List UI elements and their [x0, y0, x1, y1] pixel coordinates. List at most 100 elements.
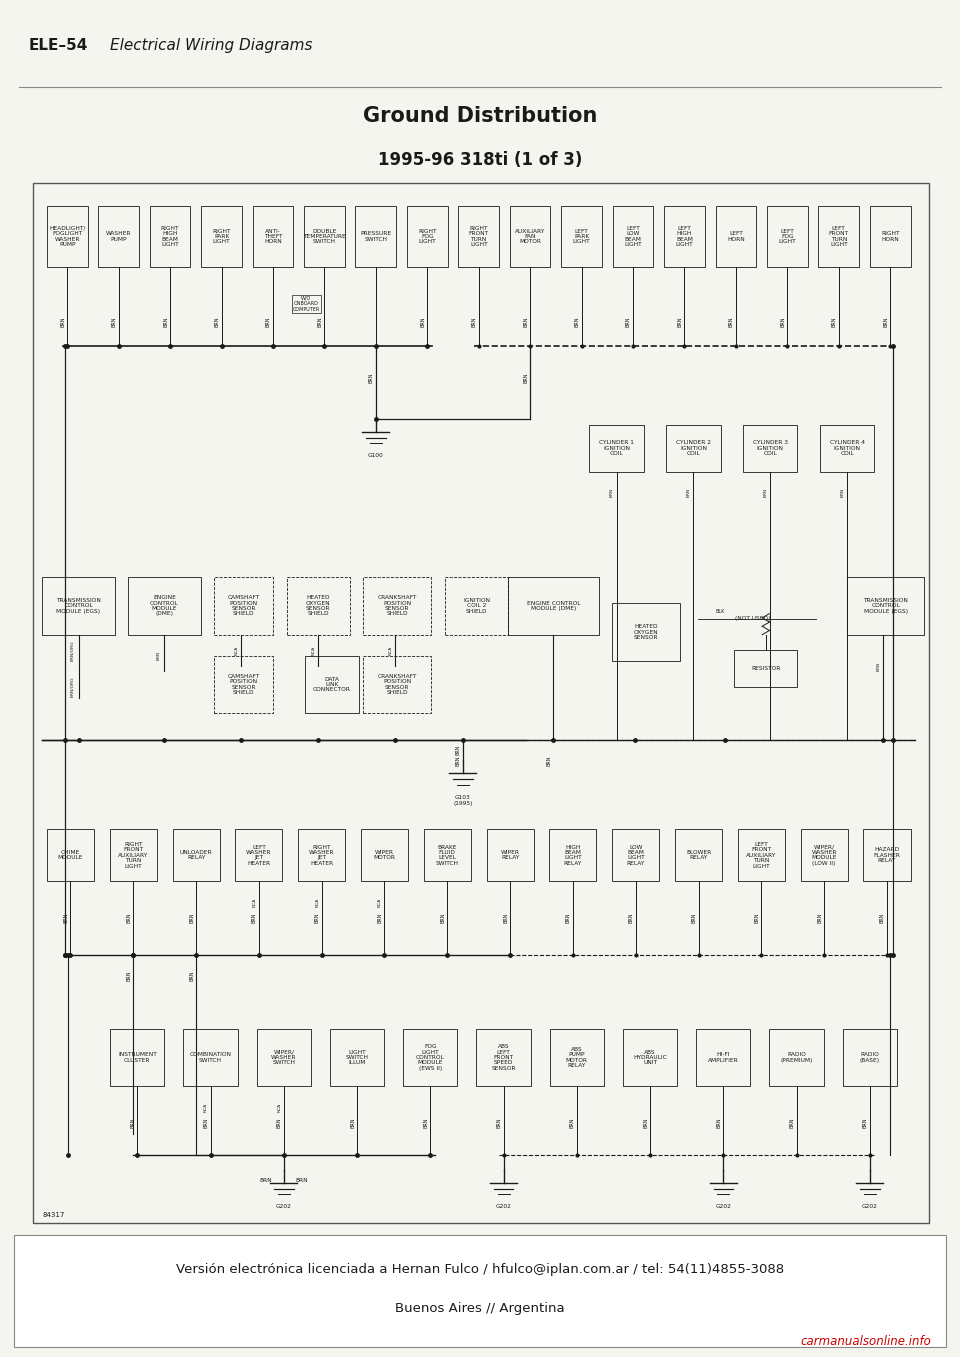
Text: BRN: BRN — [471, 318, 477, 327]
Text: DOUBLE
TEMPERATURE
SWITCH: DOUBLE TEMPERATURE SWITCH — [303, 229, 346, 244]
Text: W/O
ONBOARD
COMPUTER: W/O ONBOARD COMPUTER — [293, 296, 320, 312]
Bar — [252, 206, 294, 267]
Text: BRN: BRN — [318, 318, 323, 327]
Text: Electrical Wiring Diagrams: Electrical Wiring Diagrams — [110, 38, 313, 53]
Text: BLK: BLK — [716, 609, 726, 613]
Bar — [818, 206, 859, 267]
Text: carmanualsonline.info: carmanualsonline.info — [801, 1335, 931, 1348]
Text: BRN: BRN — [755, 913, 759, 924]
Bar — [664, 206, 705, 267]
Text: BRN: BRN — [817, 913, 822, 924]
Text: BRN: BRN — [126, 913, 132, 924]
Text: NCA: NCA — [378, 898, 382, 906]
Text: Ground Distribution: Ground Distribution — [363, 106, 597, 126]
Text: BRN: BRN — [611, 489, 614, 498]
Text: BRN: BRN — [204, 1118, 208, 1128]
Bar — [589, 425, 644, 472]
Text: AUXILIARY
FAN
MOTOR: AUXILIARY FAN MOTOR — [515, 229, 545, 244]
Bar — [612, 603, 680, 661]
Text: LIGHT
SWITCH
ILLUM: LIGHT SWITCH ILLUM — [346, 1049, 369, 1065]
Text: PRESSURE
SWITCH: PRESSURE SWITCH — [360, 232, 392, 242]
Bar — [403, 1029, 458, 1087]
Bar — [675, 829, 722, 882]
Bar — [715, 206, 756, 267]
Text: RIGHT
FRONT
TURN
LIGHT: RIGHT FRONT TURN LIGHT — [468, 227, 489, 247]
Text: BRN: BRN — [63, 913, 68, 924]
Text: RIGHT
PARK
LIGHT: RIGHT PARK LIGHT — [212, 229, 230, 244]
Text: BRN: BRN — [523, 372, 528, 383]
Text: NCA: NCA — [389, 646, 393, 655]
Text: BRN: BRN — [729, 318, 733, 327]
Bar — [330, 1029, 384, 1087]
Text: BRN: BRN — [883, 318, 888, 327]
Text: Versión electrónica licenciada a Hernan Fulco / hfulco@iplan.com.ar / tel: 54(11: Versión electrónica licenciada a Hernan … — [176, 1263, 784, 1276]
Bar — [863, 829, 910, 882]
Text: COMBINATION
SWITCH: COMBINATION SWITCH — [189, 1052, 231, 1063]
Bar — [214, 655, 273, 714]
Text: BRN: BRN — [626, 318, 631, 327]
Text: IGNITION
COIL 2
SHIELD: IGNITION COIL 2 SHIELD — [463, 598, 490, 613]
Text: Buenos Aires // Argentina: Buenos Aires // Argentina — [396, 1301, 564, 1315]
Bar — [355, 206, 396, 267]
Text: BRN: BRN — [296, 1178, 308, 1183]
Text: LEFT
PARK
LIGHT: LEFT PARK LIGHT — [573, 229, 590, 244]
Text: RIGHT
FOG
LIGHT: RIGHT FOG LIGHT — [418, 229, 437, 244]
Text: BRN: BRN — [831, 318, 837, 327]
Bar — [666, 425, 721, 472]
Text: BRN: BRN — [687, 489, 691, 498]
Text: BRN: BRN — [876, 662, 881, 670]
Text: RADIO
(BASE): RADIO (BASE) — [860, 1052, 880, 1063]
Text: 84317: 84317 — [42, 1212, 64, 1217]
Text: WASHER
PUMP: WASHER PUMP — [106, 232, 132, 242]
Text: BRN: BRN — [880, 913, 885, 924]
Bar — [767, 206, 807, 267]
Text: RIGHT
WASHER
JET
HEATER: RIGHT WASHER JET HEATER — [309, 844, 334, 866]
Text: LEFT
FRONT
TURN
LIGHT: LEFT FRONT TURN LIGHT — [828, 227, 849, 247]
Text: HI-FI
AMPLIFIER: HI-FI AMPLIFIER — [708, 1052, 738, 1063]
Text: WIPER/
WASHER
MODULE
(LOW II): WIPER/ WASHER MODULE (LOW II) — [811, 844, 837, 866]
Text: BRN: BRN — [111, 318, 117, 327]
Text: G202: G202 — [862, 1205, 877, 1209]
Text: BRN: BRN — [496, 1118, 501, 1128]
Bar — [150, 206, 190, 267]
Text: BRN: BRN — [789, 1118, 795, 1128]
Bar — [235, 829, 282, 882]
Bar — [820, 425, 875, 472]
Bar — [129, 577, 201, 635]
Bar — [612, 829, 660, 882]
Text: G103
(1995): G103 (1995) — [453, 795, 472, 806]
Text: BLOWER
RELAY: BLOWER RELAY — [686, 849, 711, 860]
Text: CRANKSHAFT
POSITION
SENSOR
SHIELD: CRANKSHAFT POSITION SENSOR SHIELD — [377, 674, 417, 695]
Text: BRN: BRN — [189, 970, 194, 981]
Text: RADIO
(PREMIUM): RADIO (PREMIUM) — [780, 1052, 813, 1063]
Text: BRN: BRN — [565, 913, 571, 924]
Text: NCA: NCA — [277, 1103, 281, 1111]
Text: BRN: BRN — [214, 318, 220, 327]
Text: BRN: BRN — [841, 489, 845, 498]
Text: BRN: BRN — [570, 1118, 575, 1128]
Bar — [14, 1235, 946, 1346]
Text: CAMSHAFT
POSITION
SENSOR
SHIELD: CAMSHAFT POSITION SENSOR SHIELD — [228, 596, 260, 616]
Bar — [286, 577, 349, 635]
Bar — [843, 1029, 897, 1087]
Text: BRN: BRN — [678, 318, 683, 327]
Text: CRANKSHAFT
POSITION
SENSOR
SHIELD: CRANKSHAFT POSITION SENSOR SHIELD — [377, 596, 417, 616]
Bar — [549, 829, 596, 882]
Text: CYLINDER 2
IGNITION
COIL: CYLINDER 2 IGNITION COIL — [676, 440, 711, 456]
Bar — [510, 206, 550, 267]
Bar — [562, 206, 602, 267]
Text: BRN: BRN — [276, 1118, 282, 1128]
Text: BRN: BRN — [350, 1118, 355, 1128]
Text: BRN: BRN — [189, 913, 194, 924]
Text: BRN: BRN — [716, 1118, 721, 1128]
Text: BRN: BRN — [456, 745, 461, 756]
Bar — [508, 577, 598, 635]
Bar — [423, 829, 470, 882]
Text: WIPER
MOTOR: WIPER MOTOR — [373, 849, 396, 860]
Text: INSTRUMENT
CLUSTER: INSTRUMENT CLUSTER — [118, 1052, 156, 1063]
Text: G202: G202 — [276, 1205, 292, 1209]
Text: TRANSMISSION
CONTROL
MODULE (EGS): TRANSMISSION CONTROL MODULE (EGS) — [56, 598, 101, 613]
Text: BRN: BRN — [252, 913, 257, 924]
Text: LEFT
FRONT
AUXILIARY
TURN
LIGHT: LEFT FRONT AUXILIARY TURN LIGHT — [746, 841, 777, 868]
Text: LEFT
FOG
LIGHT: LEFT FOG LIGHT — [779, 229, 796, 244]
